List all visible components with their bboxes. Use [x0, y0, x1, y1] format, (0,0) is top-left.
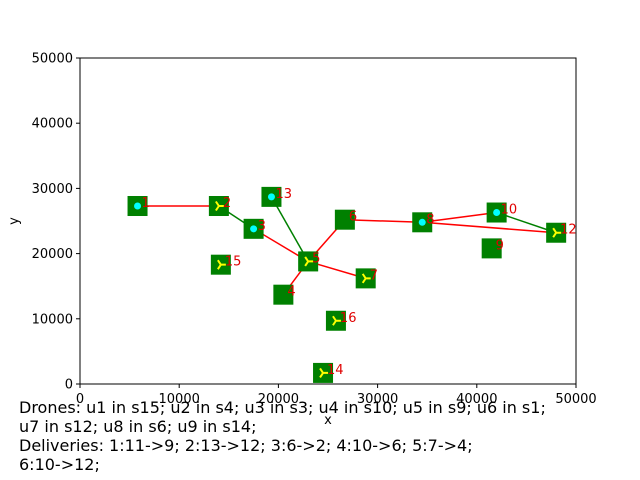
station-marker [273, 284, 294, 305]
tri-marker [215, 200, 224, 212]
caption-deliveries-line-2: 6:10->12; [19, 455, 100, 474]
node-label: 16 [340, 311, 357, 326]
y-tick-label: 20000 [32, 247, 73, 262]
tri-marker [332, 315, 341, 326]
tri-marker [552, 227, 562, 238]
caption-deliveries-line-1: Deliveries: 1:11->9; 2:13->12; 3:6->2; 4… [19, 436, 473, 455]
node-label: 15 [225, 255, 242, 270]
node-label: 12 [560, 223, 577, 238]
x-tick-label: 30000 [357, 392, 398, 407]
station-marker [334, 209, 355, 230]
node-label: 13 [275, 187, 292, 202]
tri-marker [304, 256, 314, 267]
x-tick-label: 50000 [555, 392, 596, 407]
y-tick-label: 30000 [32, 182, 73, 197]
x-tick-label: 40000 [456, 392, 497, 407]
route-segment [422, 221, 557, 234]
node-label: 1 [142, 196, 150, 211]
y-axis-label: y [7, 217, 22, 225]
y-tick-label: 0 [65, 378, 73, 393]
x-tick-label: 20000 [258, 392, 299, 407]
drone-marker [418, 218, 426, 226]
node-label: 4 [287, 285, 295, 300]
drone-marker [134, 202, 142, 210]
tri-marker [217, 259, 226, 270]
station-marker [481, 238, 502, 259]
y-tick-label: 40000 [32, 117, 73, 132]
tri-marker [319, 367, 329, 378]
route-segment [344, 218, 423, 224]
node-label: 14 [327, 363, 344, 378]
node-label: 9 [496, 238, 504, 253]
drone-marker [267, 193, 275, 201]
caption: Drones: u1 in s15; u2 in s4; u3 in s3; u… [19, 398, 619, 474]
node-label: 2 [223, 196, 231, 211]
node-label: 10 [501, 203, 518, 218]
node-label: 3 [258, 219, 266, 234]
tri-marker [361, 273, 371, 284]
x-tick-label: 0 [76, 392, 84, 407]
drone-marker [493, 209, 501, 217]
caption-drones-line-2: u7 in s12; u8 in s6; u9 in s14; [19, 417, 257, 436]
node-label: 6 [349, 210, 357, 225]
drone-marker [250, 225, 258, 233]
node-label: 7 [370, 268, 378, 283]
x-tick-label: 10000 [159, 392, 200, 407]
route-segment [270, 196, 309, 262]
y-tick-label: 50000 [32, 52, 73, 67]
plot-frame [79, 57, 577, 385]
node-label: 5 [312, 251, 320, 266]
node-label: 8 [426, 212, 434, 227]
ticks-layer: 0 10000 20000 30000 40000 50000 0 10000 20000 300… [32, 52, 597, 408]
y-tick-label: 10000 [32, 312, 73, 327]
route-segment [422, 211, 497, 224]
caption-drones-line-1: Drones: u1 in s15; u2 in s4; u3 in s3; u… [19, 398, 546, 417]
x-axis-label: x [324, 413, 332, 428]
